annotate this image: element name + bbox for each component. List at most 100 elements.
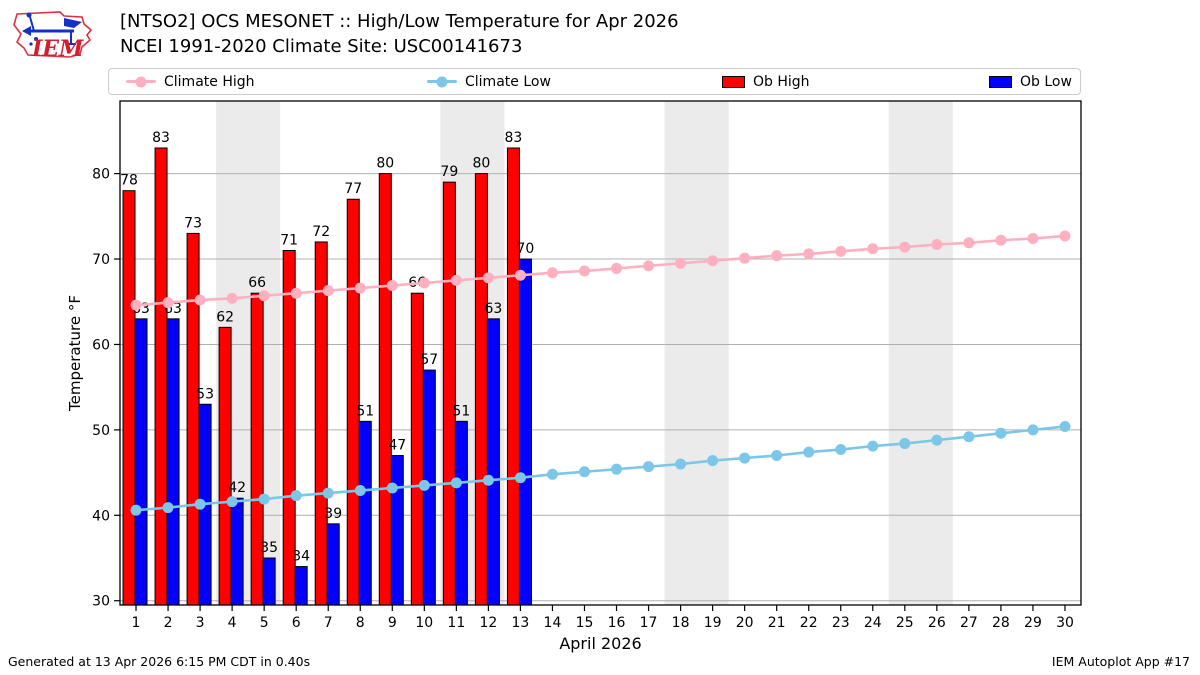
bar-ob-low: [454, 420, 468, 606]
climate-high-marker: [835, 245, 847, 257]
weekend-band: [664, 101, 729, 605]
bar-value-label: 80: [376, 156, 394, 172]
legend-item-ob-low: Ob Low: [989, 69, 1072, 94]
y-axis: 30 40 50 60 70 80 Temperature °F: [66, 167, 120, 610]
climate-low-marker: [514, 472, 526, 484]
climate-high-marker: [482, 272, 494, 284]
x-tick-label: 1: [132, 615, 141, 631]
climate-high: [130, 230, 1071, 311]
bar-ob-high: [154, 147, 168, 606]
x-tick-label: 20: [736, 615, 754, 631]
x-tick-label: 3: [196, 615, 205, 631]
climate-high-marker: [130, 299, 142, 311]
bar-value-label: 63: [484, 301, 502, 317]
x-tick-label: 23: [832, 615, 850, 631]
bar-ob-low: [262, 557, 276, 606]
bar-ob-high: [410, 292, 424, 606]
climate-low-marker: [546, 468, 558, 480]
climate-low-marker: [194, 498, 206, 510]
bar-ob-low: [134, 318, 148, 606]
climate-low-marker: [290, 490, 302, 502]
legend-label: Climate High: [164, 73, 255, 90]
y-axis-label: Temperature °F: [66, 295, 84, 412]
climate-low-marker: [771, 450, 783, 462]
climate-high-marker: [450, 274, 462, 286]
bar-value-label: 80: [472, 156, 490, 172]
climate-high-marker: [963, 237, 975, 249]
bar-ob-high: [506, 147, 520, 606]
iem-logo-text: IEM: [31, 36, 84, 62]
bar-ob-low: [486, 318, 500, 606]
climate-high-marker: [707, 255, 719, 267]
x-tick-label: 15: [576, 615, 594, 631]
x-tick-label: 13: [512, 615, 530, 631]
legend-item-climate-low: Climate Low: [427, 69, 551, 94]
legend-item-climate-high: Climate High: [126, 69, 255, 94]
x-tick-label: 29: [1024, 615, 1042, 631]
bar-value-label: 39: [324, 506, 342, 522]
legend-label: Ob Low: [1020, 73, 1072, 90]
x-tick-label: 16: [608, 615, 626, 631]
climate-high-marker: [931, 239, 943, 251]
climate-high-marker: [578, 265, 590, 277]
x-tick-label: 8: [356, 615, 365, 631]
climate-low-marker: [931, 434, 943, 446]
x-tick-label: 17: [640, 615, 658, 631]
climate-low-marker: [803, 446, 815, 458]
bar-value-label: 34: [292, 549, 310, 565]
climate-low-marker: [739, 452, 751, 464]
climate-low-line-swatch: [427, 76, 457, 87]
climate-low: [130, 420, 1071, 516]
bar-ob-low: [390, 455, 404, 606]
bar-ob-low: [358, 420, 372, 606]
bar-value-label: 72: [312, 224, 330, 240]
bar-ob-high: [442, 181, 456, 606]
bar-value-label: 79: [440, 164, 458, 180]
ob-bars: [122, 147, 532, 606]
climate-high-marker: [899, 241, 911, 253]
climate-low-marker: [835, 444, 847, 456]
x-tick-label: 2: [164, 615, 173, 631]
climate-low-marker: [578, 466, 590, 478]
legend-label: Ob High: [753, 73, 810, 90]
climate-high-marker: [386, 280, 398, 292]
climate-high-marker: [771, 250, 783, 262]
climate-high-marker: [322, 285, 334, 297]
climate-low-marker: [386, 482, 398, 494]
climate-high-marker: [995, 234, 1007, 246]
ob-low-patch-swatch: [989, 75, 1012, 88]
y-tick-label: 50: [92, 423, 110, 439]
bar-ob-low: [166, 318, 180, 606]
iem-logo: IEM: [13, 11, 93, 62]
bar-ob-high: [474, 173, 488, 606]
bar-value-label: 78: [120, 173, 138, 189]
climate-low-marker: [963, 431, 975, 443]
climate-low-marker: [675, 458, 687, 470]
x-tick-label: 26: [928, 615, 946, 631]
climate-high-marker: [675, 257, 687, 269]
climate-high-marker: [867, 243, 879, 255]
bar-value-label: 73: [184, 215, 202, 231]
climate-low-marker: [162, 502, 174, 514]
x-tick-label: 10: [415, 615, 433, 631]
climate-low-marker: [995, 427, 1007, 439]
chart-legend: Climate High Climate Low Ob High Ob Low: [108, 68, 1081, 95]
x-tick-label: 14: [544, 615, 562, 631]
y-tick-label: 80: [92, 167, 110, 183]
generated-at-text: Generated at 13 Apr 2026 6:15 PM CDT in …: [8, 654, 311, 669]
x-tick-label: 6: [292, 615, 301, 631]
chart-title: [NTSO2] OCS MESONET :: High/Low Temperat…: [120, 9, 679, 59]
plot-border: [119, 100, 1082, 606]
climate-low-marker: [354, 485, 366, 497]
climate-low-marker: [482, 474, 494, 486]
climate-high-marker: [739, 252, 751, 264]
climate-low-marker: [1027, 424, 1039, 436]
bar-value-label: 51: [356, 403, 374, 419]
bar-value-label: 70: [517, 241, 535, 257]
climate-low-marker: [226, 496, 238, 508]
climate-high-marker: [546, 267, 558, 279]
climate-low-marker: [258, 493, 270, 505]
climate-low-marker: [418, 479, 430, 491]
bar-value-label: 62: [216, 309, 234, 325]
bar-ob-high: [346, 198, 360, 606]
